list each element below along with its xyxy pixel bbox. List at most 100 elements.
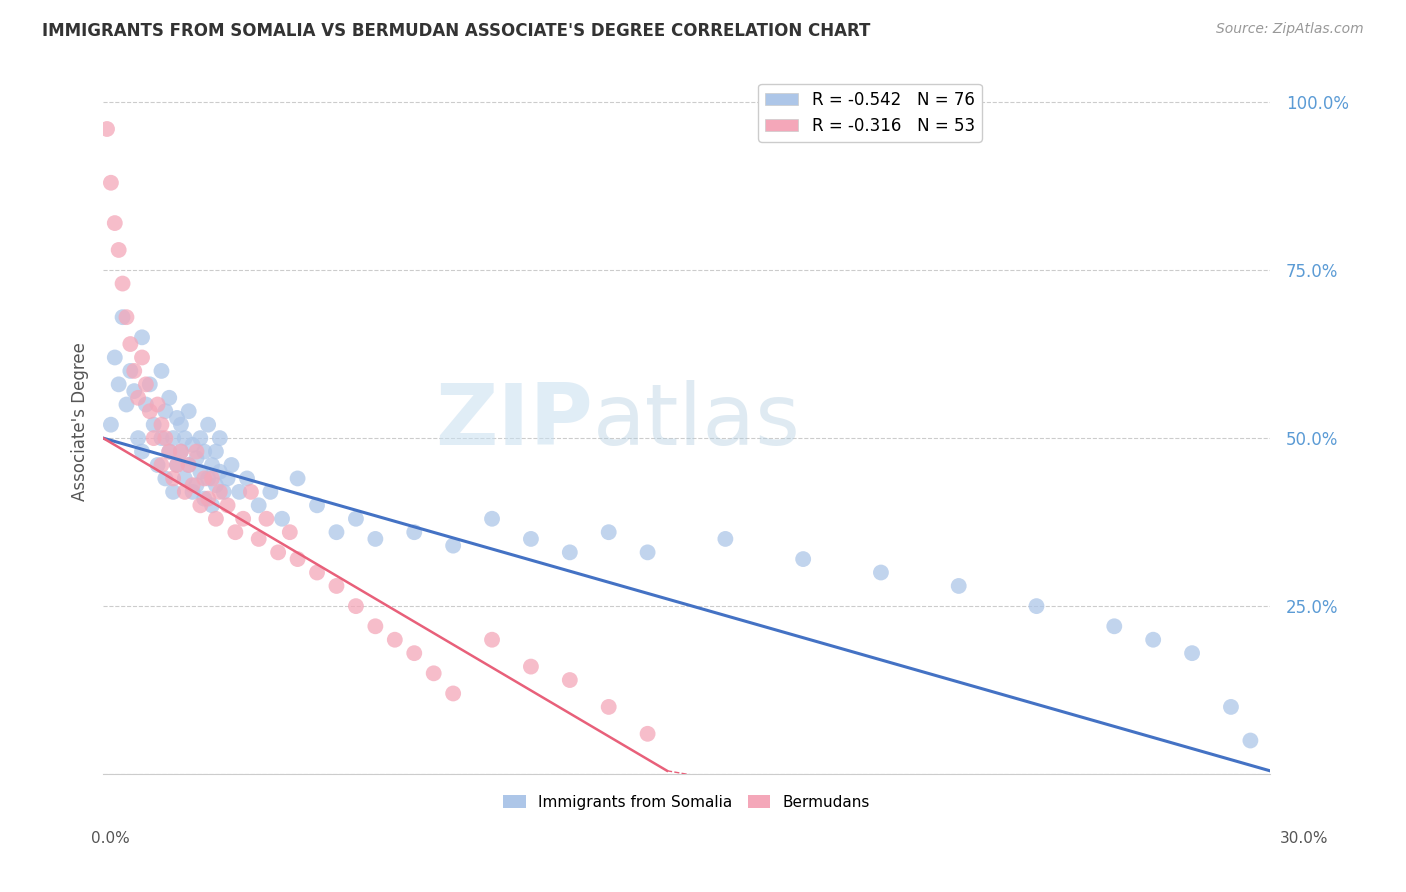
Point	[1220, 700, 1243, 714]
Point	[404, 525, 426, 540]
Point	[173, 484, 195, 499]
Point	[217, 499, 239, 513]
Text: IMMIGRANTS FROM SOMALIA VS BERMUDAN ASSOCIATE'S DEGREE CORRELATION CHART: IMMIGRANTS FROM SOMALIA VS BERMUDAN ASSO…	[42, 22, 870, 40]
Point	[181, 478, 204, 492]
Point	[422, 666, 444, 681]
Point	[190, 431, 212, 445]
Point	[201, 458, 224, 472]
Point	[96, 122, 118, 136]
Point	[104, 216, 127, 230]
Point	[205, 444, 228, 458]
Point	[166, 458, 188, 472]
Point	[135, 397, 157, 411]
Legend: Immigrants from Somalia, Bermudans: Immigrants from Somalia, Bermudans	[496, 789, 876, 816]
Point	[162, 471, 184, 485]
Y-axis label: Associate's Degree: Associate's Degree	[72, 342, 89, 500]
Point	[146, 397, 169, 411]
Point	[127, 431, 149, 445]
Point	[177, 458, 200, 472]
Point	[177, 404, 200, 418]
Point	[217, 471, 239, 485]
Point	[100, 417, 122, 432]
Point	[1142, 632, 1164, 647]
Point	[228, 484, 250, 499]
Text: Source: ZipAtlas.com: Source: ZipAtlas.com	[1216, 22, 1364, 37]
Point	[239, 484, 262, 499]
Point	[186, 444, 208, 458]
Point	[186, 451, 208, 466]
Point	[1104, 619, 1126, 633]
Point	[100, 176, 122, 190]
Point	[201, 499, 224, 513]
Point	[441, 686, 464, 700]
Point	[150, 364, 173, 378]
Point	[115, 397, 138, 411]
Point	[1239, 733, 1261, 747]
Point	[120, 364, 142, 378]
Point	[122, 384, 145, 398]
Point	[122, 364, 145, 378]
Point	[139, 404, 162, 418]
Point	[193, 444, 215, 458]
Point	[287, 471, 309, 485]
Point	[792, 552, 814, 566]
Point	[111, 277, 134, 291]
Point	[232, 512, 254, 526]
Point	[155, 431, 177, 445]
Point	[305, 499, 328, 513]
Point	[166, 411, 188, 425]
Point	[107, 377, 129, 392]
Point	[208, 484, 231, 499]
Point	[115, 310, 138, 325]
Point	[364, 619, 387, 633]
Point	[162, 431, 184, 445]
Point	[181, 484, 204, 499]
Point	[162, 484, 184, 499]
Point	[278, 525, 301, 540]
Point	[155, 404, 177, 418]
Point	[157, 444, 180, 458]
Point	[714, 532, 737, 546]
Point	[104, 351, 127, 365]
Point	[224, 525, 246, 540]
Point	[205, 478, 228, 492]
Point	[107, 243, 129, 257]
Point	[150, 431, 173, 445]
Point	[166, 458, 188, 472]
Point	[481, 512, 503, 526]
Point	[190, 499, 212, 513]
Text: 0.0%: 0.0%	[91, 831, 131, 846]
Point	[190, 465, 212, 479]
Point	[193, 491, 215, 506]
Point	[271, 512, 294, 526]
Point	[520, 659, 543, 673]
Point	[221, 458, 243, 472]
Point	[256, 512, 278, 526]
Point	[150, 417, 173, 432]
Point	[208, 431, 231, 445]
Point	[146, 458, 169, 472]
Point	[441, 539, 464, 553]
Point	[120, 337, 142, 351]
Point	[247, 532, 270, 546]
Point	[142, 431, 165, 445]
Point	[305, 566, 328, 580]
Point	[325, 579, 347, 593]
Point	[637, 545, 659, 559]
Point	[205, 512, 228, 526]
Point	[181, 438, 204, 452]
Point	[520, 532, 543, 546]
Point	[598, 700, 620, 714]
Point	[177, 458, 200, 472]
Point	[344, 599, 367, 614]
Point	[173, 431, 195, 445]
Point	[127, 391, 149, 405]
Point	[259, 484, 281, 499]
Point	[197, 471, 219, 485]
Point	[344, 512, 367, 526]
Point	[287, 552, 309, 566]
Text: atlas: atlas	[593, 380, 801, 463]
Point	[948, 579, 970, 593]
Point	[139, 377, 162, 392]
Text: ZIP: ZIP	[436, 380, 593, 463]
